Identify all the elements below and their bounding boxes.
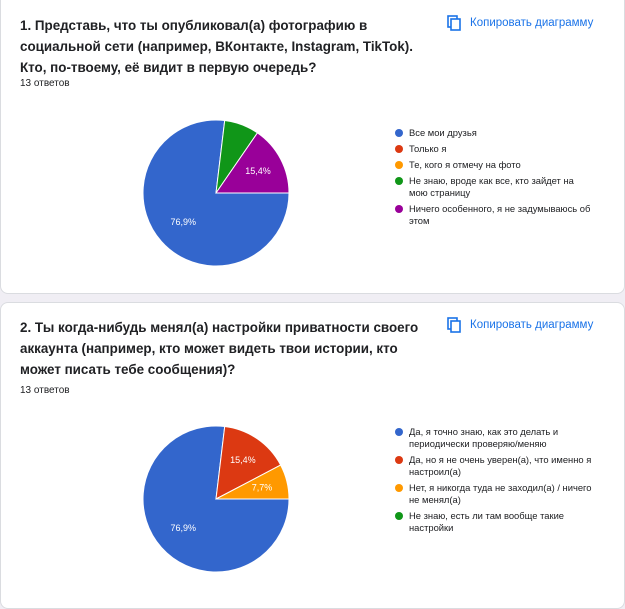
legend-swatch bbox=[395, 484, 403, 492]
legend-label: Да, но я не очень уверен(а), что именно … bbox=[409, 454, 592, 477]
legend-swatch bbox=[395, 177, 403, 185]
legend-label: Те, кого я отмечу на фото bbox=[409, 159, 521, 170]
legend-item: Да, я точно знаю, как это делать и перио… bbox=[395, 426, 595, 450]
copy-button-label: Копировать диаграмму bbox=[470, 17, 594, 29]
legend-label: Нет, я никогда туда не заходил(а) / ниче… bbox=[409, 482, 592, 505]
legend-item: Только я bbox=[395, 143, 595, 155]
pie-slice bbox=[215, 132, 290, 194]
icon-front bbox=[450, 18, 461, 31]
legend-swatch bbox=[395, 512, 403, 520]
legend-swatch bbox=[395, 428, 403, 436]
value-label: 7,7% bbox=[252, 483, 273, 493]
response-count: 13 ответов bbox=[20, 385, 70, 396]
legend-item: Не знаю, вроде как все, кто зайдет на мо… bbox=[395, 175, 595, 199]
card-body: 2. Ты когда-нибудь менял(а) настройки пр… bbox=[1, 303, 624, 608]
legend-label: Только я bbox=[409, 143, 447, 154]
chart-title: 1. Представь, что ты опубликовал(а) фото… bbox=[20, 18, 413, 75]
copy-button[interactable]: Копировать диаграмму bbox=[447, 317, 593, 333]
legend-item: Нет, я никогда туда не заходил(а) / ниче… bbox=[395, 482, 595, 506]
chart-title: 2. Ты когда-нибудь менял(а) настройки пр… bbox=[20, 320, 419, 377]
legend-swatch bbox=[395, 205, 403, 213]
legend-item: Все мои друзья bbox=[395, 127, 595, 139]
pie-slice bbox=[142, 425, 290, 573]
pie-chart: 76,9% 15,4% 7,7% bbox=[142, 425, 290, 573]
legend-label: Да, я точно знаю, как это делать и перио… bbox=[409, 426, 559, 449]
pie-slice bbox=[215, 464, 290, 500]
legend-swatch bbox=[395, 129, 403, 137]
copy-button[interactable]: Копировать диаграмму bbox=[447, 15, 593, 31]
chart-card: 1. Представь, что ты опубликовал(а) фото… bbox=[0, 0, 625, 294]
value-label: 76,9% bbox=[170, 217, 196, 227]
copy-icon bbox=[447, 317, 461, 333]
value-label: 15,4% bbox=[245, 166, 271, 176]
pie-chart: 76,9% 15,4% bbox=[142, 119, 290, 267]
icon-front bbox=[450, 320, 461, 333]
value-label: 76,9% bbox=[170, 523, 196, 533]
legend-label: Все мои друзья bbox=[409, 127, 477, 138]
response-count: 13 ответов bbox=[20, 78, 70, 89]
legend-label: Не знаю, есть ли там вообще такие настро… bbox=[409, 510, 565, 533]
legend: Все мои друзья Только я Те, кого я отмечу … bbox=[395, 127, 595, 231]
legend-item: Не знаю, есть ли там вообще такие настро… bbox=[395, 510, 595, 534]
card-body: 1. Представь, что ты опубликовал(а) фото… bbox=[1, 1, 624, 301]
legend: Да, я точно знаю, как это делать и перио… bbox=[395, 426, 595, 538]
legend-label: Не знаю, вроде как все, кто зайдет на мо… bbox=[409, 175, 574, 198]
legend-item: Ничего особенного, я не задумываюсь об э… bbox=[395, 203, 595, 227]
value-label: 15,4% bbox=[230, 455, 256, 465]
legend-swatch bbox=[395, 456, 403, 464]
legend-item: Те, кого я отмечу на фото bbox=[395, 159, 595, 171]
chart-card: 2. Ты когда-нибудь менял(а) настройки пр… bbox=[0, 302, 625, 609]
copy-button-label: Копировать диаграмму bbox=[470, 319, 594, 331]
legend-label: Ничего особенного, я не задумываюсь об э… bbox=[409, 203, 591, 226]
pie-slice bbox=[142, 119, 290, 267]
legend-swatch bbox=[395, 145, 403, 153]
copy-icon bbox=[447, 15, 461, 31]
legend-swatch bbox=[395, 161, 403, 169]
pie-slice bbox=[215, 425, 282, 500]
legend-item: Да, но я не очень уверен(а), что именно … bbox=[395, 454, 595, 478]
